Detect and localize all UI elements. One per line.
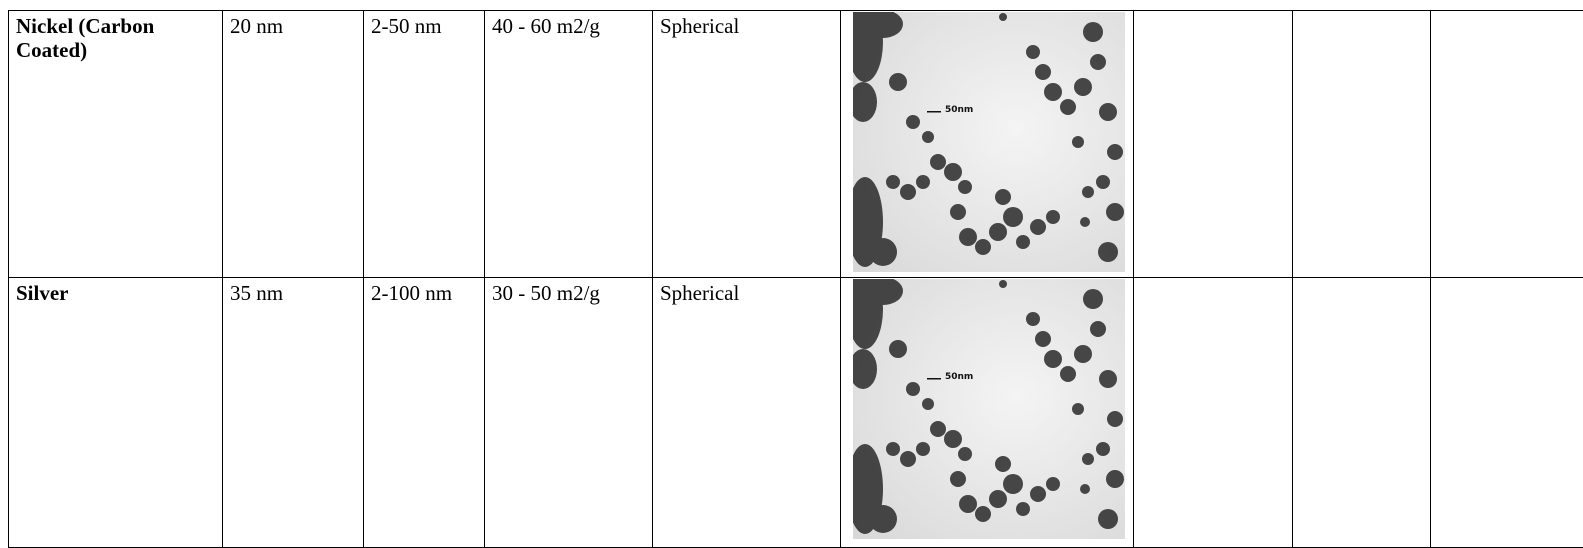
cell <box>1134 278 1293 548</box>
micrograph: 50nm <box>853 279 1125 539</box>
image-cell: 50nm <box>841 278 1134 548</box>
cell: 30 - 50 m2/g <box>485 278 653 548</box>
cell: 2-50 nm <box>364 11 485 278</box>
page: Nickel (Carbon Coated) 20 nm 2-50 nm 40 … <box>0 0 1583 541</box>
micrograph: 50nm <box>853 12 1125 272</box>
cell: 2-100 nm <box>364 278 485 548</box>
cell: Silver <box>9 278 223 548</box>
cell: Spherical <box>653 278 841 548</box>
table-row: Silver 35 nm 2-100 nm 30 - 50 m2/g Spher… <box>9 278 1583 548</box>
cell: Nickel (Carbon Coated) <box>9 11 223 278</box>
table-row: Nickel (Carbon Coated) 20 nm 2-50 nm 40 … <box>9 11 1583 278</box>
cell: Spherical <box>653 11 841 278</box>
cell <box>1431 278 1583 548</box>
cell <box>1293 11 1431 278</box>
cell <box>1134 11 1293 278</box>
cell <box>1293 278 1431 548</box>
data-table: Nickel (Carbon Coated) 20 nm 2-50 nm 40 … <box>8 10 1583 548</box>
cell <box>1431 11 1583 278</box>
scale-label: 50nm <box>945 105 973 115</box>
cell: 40 - 60 m2/g <box>485 11 653 278</box>
scale-label: 50nm <box>945 372 973 382</box>
image-cell: 50nm <box>841 11 1134 278</box>
cell: 20 nm <box>223 11 364 278</box>
cell: 35 nm <box>223 278 364 548</box>
